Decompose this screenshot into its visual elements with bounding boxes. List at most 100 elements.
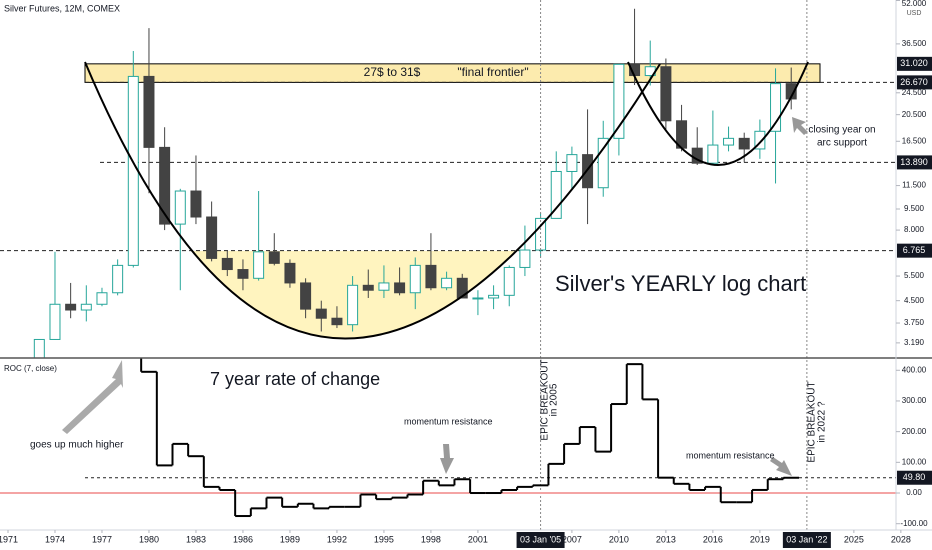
level-label-box	[897, 75, 932, 90]
annotation: EPIC BREAKOUT	[807, 381, 818, 462]
x-tick-label: 2025	[844, 534, 864, 544]
candle-body	[49, 303, 61, 340]
candle-body	[378, 282, 390, 291]
level-label: 6.765	[903, 245, 926, 255]
arrow	[440, 444, 454, 474]
candle-body	[535, 217, 547, 251]
y-tick-label: 3.190	[904, 338, 925, 347]
date-marker-box	[516, 532, 565, 548]
frontier-zone	[84, 63, 821, 83]
y-tick-label: 0.00	[906, 488, 922, 497]
level-label: 26.670	[900, 77, 928, 87]
annotation: closing year on	[808, 125, 875, 136]
date-marker-box	[782, 532, 831, 548]
x-tick-label: 1989	[280, 534, 300, 544]
level-label-box	[897, 155, 932, 170]
candle-body	[441, 277, 453, 289]
y-tick-label: 5.500	[904, 271, 925, 280]
candle-body	[519, 249, 531, 268]
candle-body	[394, 282, 406, 294]
arrow	[792, 117, 808, 135]
date-marker-label: 03 Jan '05	[520, 534, 561, 544]
candle-body	[425, 264, 437, 289]
candle-body	[268, 251, 280, 264]
y-tick-label: 3.750	[904, 318, 925, 327]
candle-body	[770, 83, 782, 132]
date-marker-label: 03 Jan '22	[786, 534, 827, 544]
candle-body	[472, 297, 484, 300]
x-tick-label: 1977	[92, 534, 112, 544]
level-label-box	[897, 56, 932, 71]
y-tick-label: 8.000	[904, 225, 925, 234]
x-tick-label: 2010	[609, 534, 629, 544]
candle-body	[315, 308, 327, 319]
y-tick-label: 100.00	[902, 457, 927, 466]
candle-body	[566, 154, 578, 172]
y-tick-label: 300.00	[902, 396, 927, 405]
candle-body	[206, 216, 218, 259]
annotation: arc support	[817, 138, 867, 149]
price-pane	[0, 8, 896, 358]
pane-title: ROC (7, close)	[4, 364, 57, 373]
candle-body	[738, 137, 750, 150]
annotation: in 2005	[549, 383, 560, 416]
candle-body	[284, 262, 296, 284]
candle-body	[456, 277, 468, 299]
candle-body	[159, 146, 171, 225]
arrow	[770, 457, 792, 476]
x-tick-label: 2016	[703, 534, 723, 544]
y-tick-label: 9.500	[904, 204, 925, 213]
candle-body	[190, 190, 202, 218]
candle-body	[174, 190, 186, 225]
candle-body	[300, 282, 312, 310]
y-tick-label: -100.00	[900, 519, 928, 528]
x-tick-label: 2019	[750, 534, 770, 544]
candle-body	[253, 251, 265, 279]
x-tick-label: 2001	[468, 534, 488, 544]
candle-body	[33, 338, 45, 358]
x-tick-label: 1974	[45, 534, 65, 544]
x-tick-label: 2013	[656, 534, 676, 544]
y-tick-label: 200.00	[902, 427, 927, 436]
candle-body	[65, 303, 77, 311]
y-tick-label: 52.000	[902, 0, 927, 8]
x-tick-label: 1971	[0, 534, 18, 544]
candle-body	[80, 303, 92, 311]
y-tick-label: 400.00	[902, 365, 927, 374]
y-tick-label: 4.500	[904, 296, 925, 305]
unit-label: USD	[907, 10, 922, 17]
candle-body	[362, 284, 374, 291]
zone-label: "final frontier"	[457, 65, 528, 79]
candle-body	[613, 63, 625, 139]
candle-body	[237, 269, 249, 279]
annotation: momentum resistance	[686, 450, 775, 460]
candle-body	[660, 66, 672, 122]
candle-body	[597, 137, 609, 189]
candle-body	[754, 130, 766, 150]
chart-title: Silver Futures, 12M, COMEX	[4, 3, 120, 13]
x-tick-label: 1983	[186, 534, 206, 544]
candle-body	[785, 83, 797, 100]
candle-body	[143, 75, 155, 148]
annotation: momentum resistance	[404, 416, 493, 426]
x-tick-label: 2028	[891, 534, 911, 544]
x-tick-label: 2007	[562, 534, 582, 544]
x-tick-label: 1986	[233, 534, 253, 544]
x-tick-label: 1992	[327, 534, 347, 544]
annotation: 7 year rate of change	[210, 369, 380, 389]
zone-label: 27$ to 31$	[364, 65, 421, 79]
annotation: Silver's YEARLY log chart	[555, 271, 806, 296]
candle-body	[347, 284, 359, 326]
level-label: 31.020	[900, 58, 928, 68]
x-tick-label: 1998	[421, 534, 441, 544]
candle-body	[96, 292, 108, 305]
level-label: 13.890	[900, 157, 928, 167]
annotation: goes up much higher	[30, 440, 124, 451]
candle-body	[488, 294, 500, 299]
annotation: in 2022 ?	[817, 401, 828, 443]
candle-body	[331, 317, 343, 326]
y-tick-label: 20.500	[902, 110, 927, 119]
y-tick-label: 36.500	[902, 39, 927, 48]
x-tick-label: 1995	[374, 534, 394, 544]
